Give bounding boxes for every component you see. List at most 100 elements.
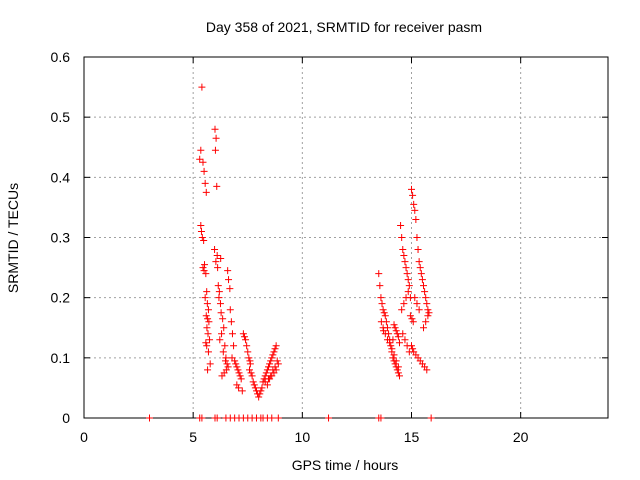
data-point — [263, 381, 271, 389]
data-point — [217, 255, 225, 263]
data-point — [220, 324, 228, 332]
data-point — [198, 83, 206, 91]
data-point — [233, 381, 241, 389]
y-tick-label: 0.4 — [51, 169, 71, 185]
data-point — [387, 342, 395, 350]
data-point — [196, 155, 204, 163]
data-point — [422, 294, 430, 302]
data-point — [381, 312, 389, 320]
data-point — [271, 345, 279, 353]
data-point — [235, 384, 243, 392]
data-point — [393, 366, 401, 374]
data-point — [262, 369, 270, 377]
data-point — [243, 342, 251, 350]
data-point — [413, 300, 421, 308]
data-point — [409, 318, 417, 326]
data-point — [390, 321, 398, 329]
data-point — [199, 264, 207, 272]
data-point — [230, 342, 238, 350]
data-point — [399, 246, 407, 254]
data-point — [390, 351, 398, 359]
data-point — [204, 330, 212, 338]
data-point — [397, 221, 405, 229]
data-point — [424, 312, 432, 320]
data-point — [381, 330, 389, 338]
x-tick-label: 0 — [80, 429, 88, 445]
data-point — [197, 227, 205, 235]
data-point — [198, 234, 206, 241]
data-point — [227, 318, 235, 326]
data-point — [251, 384, 259, 392]
data-point — [403, 342, 411, 350]
data-point — [223, 360, 231, 368]
data-point — [201, 294, 209, 302]
data-point — [257, 387, 265, 395]
data-point — [405, 348, 413, 356]
data-point — [201, 179, 209, 187]
data-point — [391, 324, 399, 332]
y-axis-label: SRMTID / TECUs — [5, 183, 21, 293]
grid — [84, 57, 608, 418]
data-point — [412, 215, 420, 223]
data-point — [399, 330, 407, 338]
data-point — [394, 363, 402, 371]
data-point — [394, 333, 402, 341]
data-point — [225, 276, 233, 284]
data-point — [388, 345, 396, 353]
data-point — [411, 206, 419, 214]
data-point — [245, 366, 253, 374]
data-point — [226, 285, 234, 293]
data-point — [271, 363, 279, 371]
data-point — [203, 324, 211, 332]
data-point — [391, 360, 399, 368]
data-point — [274, 414, 282, 422]
data-point — [380, 327, 388, 335]
data-point — [250, 381, 258, 389]
data-point — [248, 372, 256, 380]
data-point — [244, 348, 252, 356]
data-point — [202, 270, 210, 278]
data-point — [411, 294, 419, 302]
data-point — [219, 315, 227, 323]
data-point — [204, 306, 212, 314]
data-point — [240, 333, 248, 341]
data-point — [199, 158, 207, 166]
data-point — [404, 288, 412, 296]
x-axis-label: GPS time / hours — [292, 457, 399, 473]
data-point — [198, 414, 206, 422]
data-point — [273, 357, 281, 365]
data-point — [221, 342, 229, 350]
data-point — [256, 390, 264, 398]
data-point — [267, 372, 275, 380]
data-point — [403, 270, 411, 278]
data-point — [267, 357, 275, 365]
data-point — [215, 294, 223, 302]
data-point — [203, 300, 211, 308]
data-point — [420, 324, 428, 332]
data-point — [268, 354, 276, 362]
data-point — [203, 288, 211, 296]
data-point — [386, 339, 394, 347]
data-point — [233, 363, 241, 371]
data-point — [204, 315, 212, 323]
data-point — [325, 414, 333, 422]
data-point — [392, 357, 400, 365]
data-point — [200, 237, 208, 245]
data-point — [376, 282, 384, 290]
data-point — [395, 339, 403, 347]
data-point — [146, 414, 153, 422]
y-tick-label: 0.1 — [51, 350, 71, 366]
data-point — [249, 378, 257, 386]
data-point — [217, 309, 225, 317]
x-tick-label: 5 — [189, 429, 197, 445]
data-point — [212, 134, 220, 142]
data-point — [414, 246, 422, 254]
data-point — [375, 270, 383, 278]
data-point — [213, 182, 221, 190]
data-point — [379, 306, 387, 314]
data-point — [264, 363, 272, 371]
data-point — [424, 306, 432, 314]
data-point — [218, 372, 226, 380]
data-point — [420, 282, 428, 290]
data-point — [218, 330, 226, 338]
